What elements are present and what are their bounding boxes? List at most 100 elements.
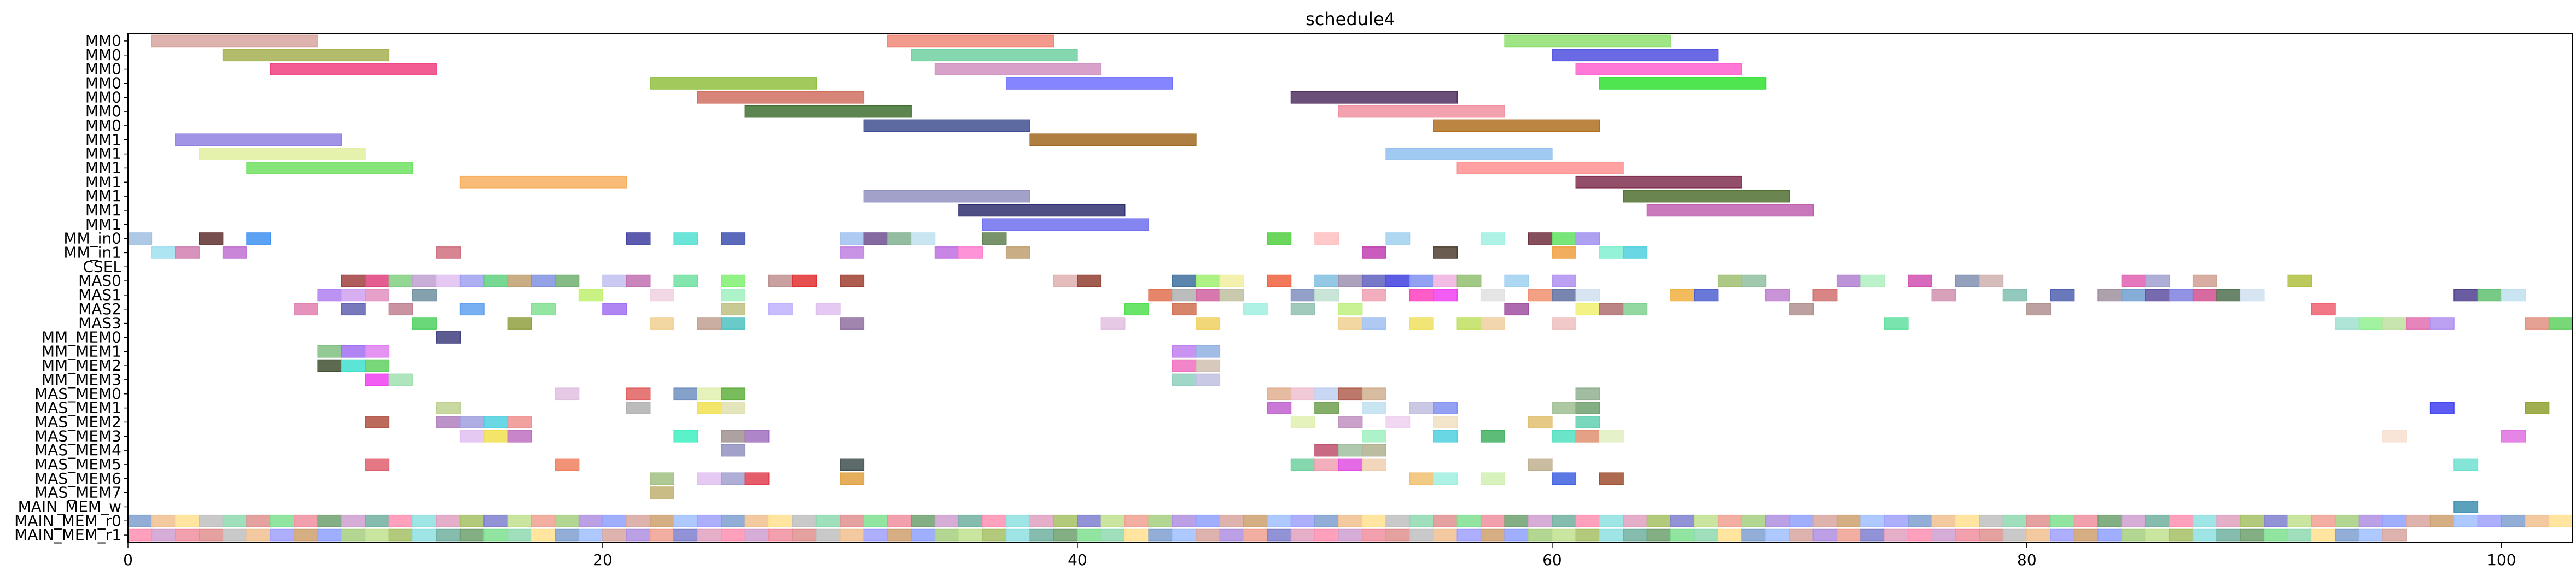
y-tick-label: MM1 — [85, 187, 121, 205]
gantt-bar-220 — [1552, 402, 1577, 414]
gantt-bar-103 — [2192, 274, 2217, 287]
gantt-bar-70 — [531, 274, 556, 287]
main-mem-r0-bar-43 — [1148, 514, 1173, 527]
main-mem-r1-bar-80 — [2026, 528, 2051, 542]
gantt-bar-235 — [459, 430, 485, 443]
gantt-bar-171 — [1338, 317, 1363, 330]
gantt-bar-164 — [507, 317, 532, 330]
main-mem-r0-bar-25 — [721, 514, 746, 527]
main-mem-r1-bar-94 — [2358, 528, 2383, 542]
gantt-bar-261 — [2453, 458, 2479, 471]
main-mem-r1-bar-68 — [1741, 528, 1767, 542]
gantt-bar-199 — [1196, 373, 1221, 386]
main-mem-r0-bar-45 — [1196, 514, 1221, 527]
gantt-bar-143 — [341, 303, 366, 316]
main-mem-r0-bar-90 — [2264, 514, 2288, 527]
main-mem-r0-bar-67 — [1717, 514, 1742, 527]
main-mem-r0-bar-93 — [2335, 514, 2360, 527]
main-mem-r0-bar-54 — [1409, 514, 1434, 527]
gantt-bar-179 — [2358, 317, 2383, 330]
gantt-bar-77 — [792, 274, 817, 287]
main-mem-r0-bar-22 — [650, 514, 674, 527]
y-tick-label: MM_in1 — [63, 243, 121, 261]
y-tick-label: MM0 — [85, 102, 121, 120]
main-mem-r0-bar-48 — [1267, 514, 1292, 527]
main-mem-r0-bar-12 — [412, 514, 437, 527]
main-mem-r0-bar-38 — [1029, 514, 1054, 527]
main-mem-r0-bar-63 — [1623, 514, 1648, 527]
main-mem-r1-bar-75 — [1908, 528, 1933, 542]
main-mem-r0-bar-83 — [2097, 514, 2123, 527]
gantt-bar-13 — [1290, 91, 1458, 104]
y-tick-label: MM1 — [85, 201, 121, 219]
gantt-bar-233 — [1528, 416, 1553, 428]
main-mem-r1-bar-41 — [1100, 528, 1126, 542]
y-tick-label: MM0 — [85, 74, 121, 92]
gantt-bar-183 — [2525, 317, 2550, 330]
gantt-bar-82 — [1196, 274, 1221, 287]
main-mem-r0-bar-27 — [768, 514, 793, 527]
main-mem-r0-bar-73 — [1860, 514, 1885, 527]
gantt-bar-214 — [721, 402, 746, 414]
y-tick-label: MM_MEM2 — [42, 356, 121, 374]
gantt-bar-92 — [1504, 274, 1529, 287]
gantt-bar-248 — [2501, 430, 2526, 443]
gantt-bar-169 — [1100, 317, 1126, 330]
main-mem-r1-bar-4 — [222, 528, 247, 542]
y-tick-label: MAS_MEM1 — [34, 399, 121, 417]
main-mem-r1-bar-2 — [175, 528, 200, 542]
main-mem-r1-bar-43 — [1148, 528, 1173, 542]
main-mem-r1-bar-0 — [127, 528, 153, 542]
main-mem-r0-bar-82 — [2073, 514, 2099, 527]
gantt-bar-40 — [911, 232, 936, 245]
main-mem-r0-bar-29 — [815, 514, 841, 527]
gantt-bar-65 — [412, 274, 437, 287]
main-mem-r1-bar-37 — [1005, 528, 1030, 542]
gantt-bar-200 — [555, 387, 580, 401]
main-mem-r0-bar-33 — [911, 514, 936, 527]
gantt-bar-201 — [626, 387, 651, 401]
gantt-bar-68 — [483, 274, 509, 287]
gantt-bar-116 — [1290, 289, 1315, 302]
gantt-bar-45 — [1480, 232, 1505, 245]
gantt-bar-46 — [1528, 232, 1553, 245]
main-mem-r0-bar-70 — [1789, 514, 1814, 527]
main-mem-r1-bar-85 — [2145, 528, 2170, 542]
main-mem-r1-bar-71 — [1812, 528, 1838, 542]
gantt-bar-135 — [2169, 289, 2194, 302]
gantt-bar-53 — [840, 246, 865, 259]
gantt-bar-237 — [507, 430, 532, 443]
gantt-bar-223 — [2525, 402, 2550, 414]
gantt-bar-74 — [673, 274, 698, 287]
main-mem-r0-bar-5 — [246, 514, 271, 527]
x-tick-label: 80 — [2017, 551, 2037, 569]
gantt-bar-226 — [459, 416, 485, 428]
gantt-bar-243 — [1480, 430, 1505, 443]
main-mem-r1-bar-15 — [483, 528, 509, 542]
gantt-bar-255 — [840, 458, 865, 471]
y-tick-label: MM1 — [85, 158, 121, 177]
gantt-bar-153 — [1243, 303, 1268, 316]
gantt-bar-151 — [1124, 303, 1149, 316]
y-tick-label: MAS_MEM7 — [34, 484, 121, 502]
gantt-bar-36 — [721, 232, 746, 245]
gantt-bar-229 — [1290, 416, 1315, 428]
gantt-bar-195 — [1196, 359, 1221, 372]
gantt-bar-71 — [555, 274, 580, 287]
gantt-bar-239 — [721, 430, 746, 443]
gantt-bar-107 — [365, 289, 390, 302]
gantt-bar-246 — [1599, 430, 1624, 443]
main-mem-r0-bar-11 — [388, 514, 413, 527]
gantt-bar-244 — [1552, 430, 1577, 443]
gantt-bar-48 — [1575, 232, 1600, 245]
y-tick-label: MM1 — [85, 145, 121, 163]
gantt-bar-193 — [365, 359, 390, 372]
gantt-bar-57 — [1361, 246, 1386, 259]
y-tick-label: MM_MEM0 — [42, 328, 121, 346]
gantt-bar-35 — [673, 232, 698, 245]
gantt-bar-16 — [863, 119, 1030, 132]
y-tick-label: MAS_MEM6 — [34, 469, 121, 487]
main-mem-r1-bar-87 — [2192, 528, 2217, 542]
gantt-bar-124 — [1575, 289, 1600, 302]
gantt-bar-122 — [1528, 289, 1553, 302]
